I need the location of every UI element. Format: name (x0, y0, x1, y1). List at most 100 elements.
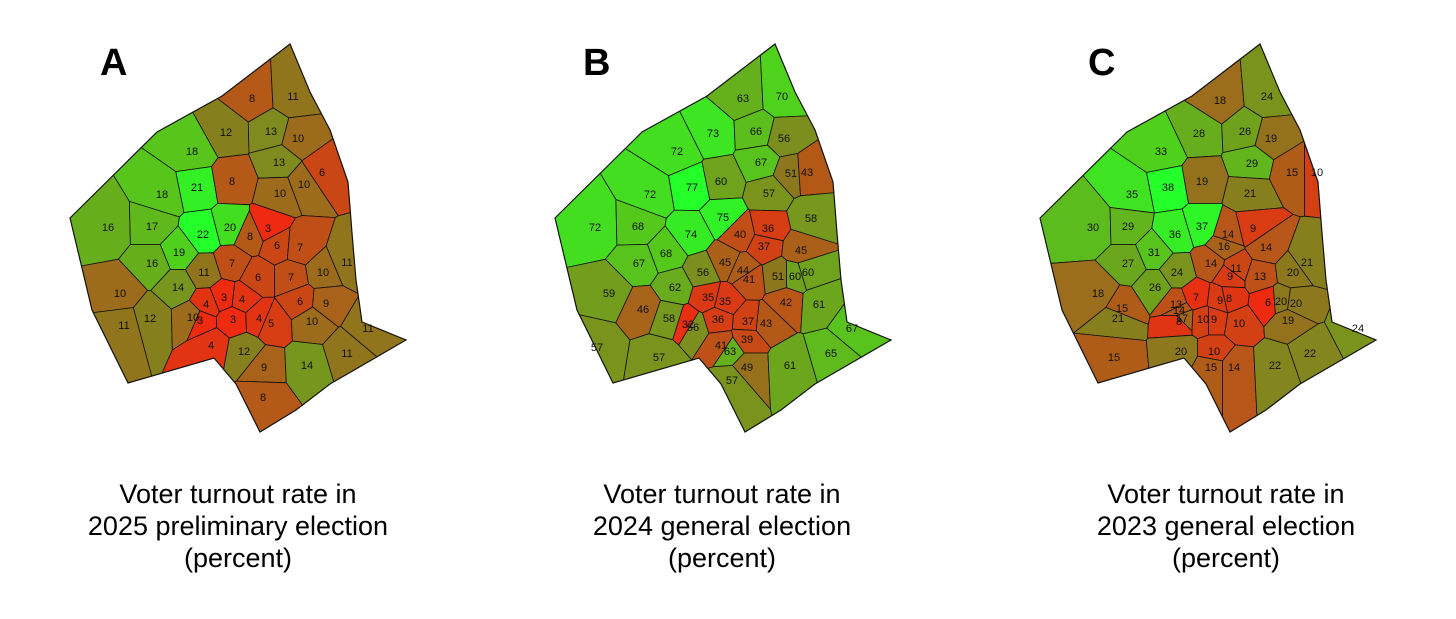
district-value-label: 26 (1149, 282, 1161, 294)
district-d14 (70, 66, 131, 274)
district-value-label: 6 (1265, 297, 1271, 309)
district-value-label: 7 (1193, 292, 1199, 304)
district-value-label: 37 (742, 316, 754, 328)
caption-line-2: 2025 preliminary election (87, 511, 389, 541)
district-value-label: 35 (1126, 189, 1138, 201)
district-value-label: 37 (1196, 221, 1208, 233)
district-value-label: 11 (118, 320, 129, 332)
district-value-label: 10 (1233, 318, 1245, 330)
district-value-label: 60 (789, 271, 801, 283)
caption-line-3: (percent) (667, 543, 777, 573)
district-d45 (1145, 334, 1198, 432)
panel-letter-b: B (583, 42, 611, 84)
district-value-label: 14 (1173, 305, 1185, 317)
caption-line-1: Voter turnout rate in (1107, 479, 1345, 509)
panel-letter-c: C (1088, 42, 1116, 84)
district-value-label: 3 (221, 292, 227, 304)
district-value-label: 11 (1230, 263, 1241, 275)
district-cells (1040, 44, 1376, 432)
district-value-label: 6 (274, 240, 280, 252)
district-value-label: 10 (1197, 314, 1209, 326)
district-value-label: 43 (760, 318, 772, 330)
district-value-label: 14 (1260, 242, 1272, 254)
district-value-label: 21 (1112, 313, 1124, 325)
district-value-label: 13 (1254, 271, 1266, 283)
district-value-label: 31 (1148, 247, 1160, 259)
district-value-label: 67 (633, 258, 645, 270)
district-value-label: 74 (685, 229, 697, 241)
district-d52 (648, 299, 685, 341)
district-value-label: 16 (1218, 241, 1230, 253)
district-value-label: 9 (1217, 295, 1223, 307)
district-value-label: 35 (719, 296, 731, 308)
district-value-label: 36 (1169, 229, 1181, 241)
district-value-label: 11 (287, 91, 298, 103)
district-value-label: 43 (801, 167, 813, 179)
district-value-label: 12 (238, 346, 250, 358)
map-panel-c: 18 24 28 26 19 33 29 15 19 21 38 10 35 30 29 37 36 14 9 16 1… (970, 0, 1455, 619)
district-value-label: 3 (197, 315, 203, 327)
district-value-label: 36 (762, 223, 774, 235)
district-value-label: 40 (734, 229, 746, 241)
district-value-label: 15 (1286, 167, 1298, 179)
district-value-label: 11 (341, 348, 352, 360)
district-value-label: 57 (653, 352, 665, 364)
district-value-label: 7 (229, 258, 235, 270)
district-value-label: 51 (785, 168, 797, 180)
district-value-label: 17 (146, 221, 158, 233)
district-value-label: 24 (1171, 267, 1183, 279)
district-value-label: 63 (737, 93, 749, 105)
district-value-label: 63 (724, 346, 736, 358)
district-value-label: 9 (1211, 314, 1217, 326)
district-value-label: 57 (763, 188, 775, 200)
district-value-label: 45 (719, 257, 731, 269)
district-value-label: 11 (341, 257, 352, 269)
district-d56 (1221, 286, 1250, 314)
district-value-label: 10 (1208, 346, 1220, 358)
district-value-label: 19 (1282, 315, 1294, 327)
district-value-label: 6 (255, 272, 261, 284)
district-value-label: 49 (741, 362, 753, 374)
district-value-label: 67 (755, 157, 767, 169)
district-value-label: 4 (239, 294, 245, 306)
district-value-label: 19 (1196, 176, 1208, 188)
district-value-label: 8 (1176, 316, 1182, 328)
district-value-label: 35 (702, 292, 714, 304)
district-value-label: 3 (265, 223, 271, 235)
district-value-label: 11 (198, 267, 209, 279)
district-value-label: 70 (776, 91, 788, 103)
choropleth-map-b: 63 70 73 66 56 72 67 51 60 57 77 43 72 72 68 75 74 40 36 37… (554, 43, 893, 433)
district-value-label: 20 (224, 222, 236, 234)
district-value-label: 12 (220, 127, 232, 139)
district-value-label: 56 (697, 267, 709, 279)
district-d55 (1263, 308, 1319, 345)
district-value-label: 36 (712, 314, 724, 326)
district-value-label: 8 (260, 392, 266, 404)
district-value-label: 24 (1352, 323, 1364, 335)
caption-line-2: 2023 general election (1096, 511, 1356, 541)
district-value-label: 4 (203, 299, 209, 311)
panel-letter-a: A (100, 42, 128, 84)
district-value-label: 62 (669, 282, 681, 294)
caption-a: Voter turnout rate in 2025 preliminary e… (28, 478, 448, 574)
district-value-label: 73 (707, 128, 719, 140)
district-value-label: 10 (187, 312, 199, 324)
district-value-label: 14 (172, 282, 184, 294)
map-panel-b: 63 70 73 66 56 72 67 51 60 57 77 43 72 72 68 75 74 40 36 37… (485, 0, 970, 619)
district-value-label: 41 (743, 274, 755, 286)
district-value-label: 17 (1176, 313, 1188, 325)
district-value-label: 44 (737, 265, 749, 277)
district-value-label: 24 (1261, 91, 1273, 103)
district-value-label: 41 (715, 340, 727, 352)
district-d47 (1222, 344, 1260, 432)
district-d41 (1175, 309, 1194, 332)
district-value-label: 59 (603, 288, 615, 300)
district-d27 (1223, 248, 1253, 282)
district-value-label: 19 (173, 247, 185, 259)
district-value-label: 14 (1222, 229, 1234, 241)
district-value-label: 10 (306, 316, 318, 328)
district-value-label: 57 (726, 375, 738, 387)
